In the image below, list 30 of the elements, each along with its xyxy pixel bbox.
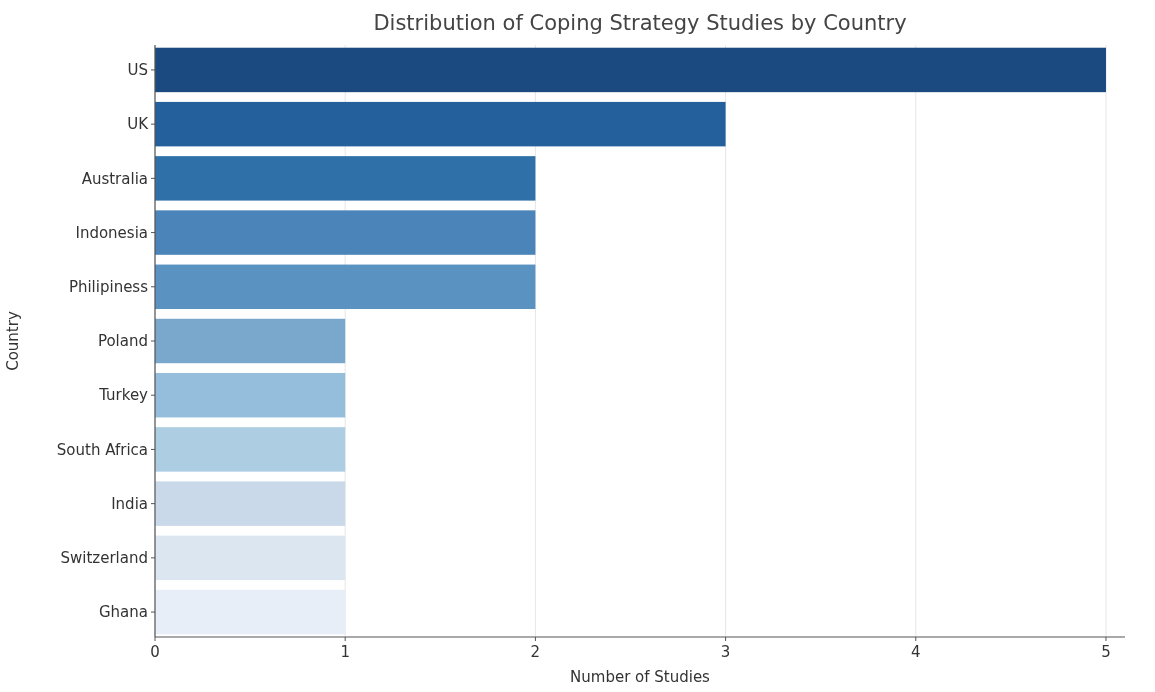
- bar: [155, 372, 346, 418]
- y-tick-label: UK: [127, 115, 150, 134]
- y-tick-label: US: [127, 61, 148, 80]
- x-tick-label: 5: [1101, 643, 1111, 661]
- bar: [155, 589, 346, 635]
- x-axis-title: Number of Studies: [570, 668, 711, 686]
- x-tick-label: 4: [911, 643, 921, 661]
- bar: [155, 481, 346, 526]
- bar: [155, 210, 536, 255]
- y-tick-label: Turkey: [98, 386, 149, 405]
- y-tick-label: Philipiness: [68, 278, 149, 297]
- bar: [155, 47, 1106, 93]
- y-tick-label: Indonesia: [75, 223, 148, 242]
- bar: [155, 101, 726, 147]
- chart-title: Distribution of Coping Strategy Studies by Country: [373, 11, 907, 35]
- y-tick-label: Switzerland: [60, 549, 148, 568]
- x-tick-label: 1: [340, 643, 350, 661]
- y-tick-label: Poland: [97, 332, 148, 351]
- bar: [155, 156, 536, 201]
- y-tick-label: India: [111, 494, 148, 513]
- bar: [155, 427, 346, 472]
- y-tick-label: Ghana: [98, 603, 148, 622]
- bar: [155, 318, 346, 364]
- y-tick-label: Australia: [81, 169, 148, 188]
- x-tick-label: 3: [720, 643, 731, 661]
- bar: [155, 264, 536, 310]
- x-tick-label: 2: [530, 643, 541, 661]
- x-tick-label: 0: [150, 643, 160, 661]
- y-tick-label: South Africa: [56, 440, 148, 459]
- y-axis-title: Country: [4, 311, 22, 371]
